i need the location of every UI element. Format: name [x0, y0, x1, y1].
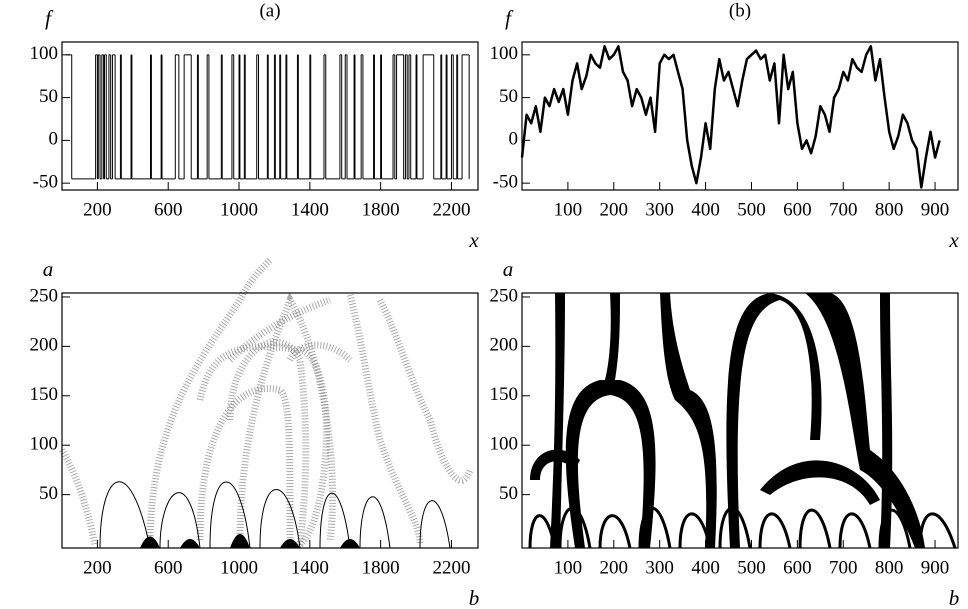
x-axis-label: x [948, 228, 959, 252]
x-tick-label: 600 [783, 557, 812, 578]
x-tick-label: 700 [829, 199, 858, 220]
y-tick-label: 50 [39, 483, 58, 504]
x-tick-label: 200 [600, 199, 629, 220]
x-axis-label: x [468, 228, 479, 252]
ridge [550, 293, 565, 548]
x-tick-label: 400 [691, 557, 720, 578]
ridge [146, 257, 273, 549]
x-tick-label: 900 [921, 199, 950, 220]
ridge [99, 481, 451, 549]
panel-title: (a) [259, 0, 280, 21]
y-tick-label: 250 [30, 285, 59, 306]
ridge [196, 385, 294, 541]
y-tick-label: 0 [509, 129, 519, 150]
ridge [660, 293, 717, 548]
ridge [346, 294, 424, 546]
x-tick-label: 600 [154, 199, 183, 220]
x-tick-label: 1000 [220, 199, 258, 220]
x-tick-label: 2200 [432, 199, 470, 220]
x-tick-label: 200 [83, 557, 112, 578]
y-tick-label: 200 [490, 335, 519, 356]
y-tick-label: 50 [39, 86, 58, 107]
y-tick-label: 50 [499, 483, 518, 504]
y-tick-label: 0 [49, 129, 59, 150]
x-tick-label: 100 [554, 199, 583, 220]
y-axis-label: f [45, 6, 54, 30]
x-tick-label: 300 [645, 557, 674, 578]
ridge [140, 534, 360, 548]
ridge [196, 343, 330, 548]
y-tick-label: 100 [490, 43, 519, 64]
signal-line [520, 45, 941, 189]
scalogram-b-pattern [528, 293, 957, 549]
x-tick-label: 400 [691, 199, 720, 220]
y-tick-label: 250 [490, 285, 519, 306]
y-tick-label: 150 [30, 384, 59, 405]
x-tick-label: 700 [829, 557, 858, 578]
ridge [726, 293, 822, 548]
ridge [376, 298, 474, 484]
plot-frame [61, 41, 479, 191]
x-axis-label: b [469, 586, 480, 609]
y-tick-label: 50 [499, 86, 518, 107]
plot-frame [61, 292, 479, 549]
x-tick-label: 200 [83, 199, 112, 220]
y-tick-label: 100 [30, 43, 59, 64]
x-tick-label: 900 [921, 557, 950, 578]
plot-frame [521, 292, 959, 549]
x-tick-label: 1000 [220, 557, 258, 578]
x-tick-label: 1800 [362, 199, 400, 220]
ridge [565, 293, 656, 548]
y-axis-label: a [43, 257, 54, 281]
scalogram-a-pattern [58, 257, 474, 549]
y-axis-label: f [505, 6, 514, 30]
x-tick-label: 800 [875, 199, 904, 220]
y-tick-label: -50 [493, 172, 518, 193]
ridge [58, 448, 99, 546]
x-tick-label: 200 [600, 557, 629, 578]
x-tick-label: 2200 [432, 557, 470, 578]
y-tick-label: -50 [33, 172, 58, 193]
x-axis-label: b [949, 586, 960, 609]
ridge [530, 449, 880, 505]
panel-title: (b) [729, 0, 751, 21]
plot-frame [521, 41, 959, 191]
y-tick-label: 200 [30, 335, 59, 356]
x-tick-label: 800 [875, 557, 904, 578]
x-tick-label: 600 [783, 199, 812, 220]
ridge [880, 293, 893, 548]
y-tick-label: 150 [490, 384, 519, 405]
ridge [528, 506, 957, 549]
x-tick-label: 500 [737, 199, 766, 220]
ridge [226, 338, 310, 546]
x-tick-label: 1800 [362, 557, 400, 578]
ridge [805, 293, 925, 548]
x-tick-label: 300 [645, 199, 674, 220]
y-axis-label: a [503, 257, 514, 281]
x-tick-label: 600 [154, 557, 183, 578]
x-tick-label: 500 [737, 557, 766, 578]
x-tick-label: 100 [554, 557, 583, 578]
x-tick-label: 1400 [291, 557, 329, 578]
x-tick-label: 1400 [291, 199, 329, 220]
ridge [236, 292, 337, 541]
y-tick-label: 100 [30, 434, 59, 455]
y-tick-label: 100 [490, 434, 519, 455]
